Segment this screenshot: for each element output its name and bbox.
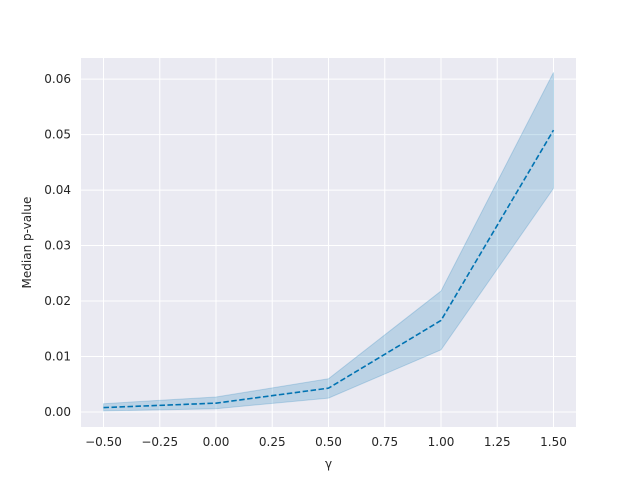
x-tick-label: 0.25 [259,435,286,449]
x-tick-labels: −0.50 −0.25 0.00 0.25 0.50 0.75 1.00 1.25 1.50 [85,435,567,449]
x-tick-label: 1.50 [540,435,567,449]
y-tick-labels: 0.00 0.01 0.02 0.03 0.04 0.05 0.06 [44,72,71,419]
x-tick-label: 0.50 [315,435,342,449]
confidence-band [103,72,554,412]
x-tick-label: 0.00 [203,435,230,449]
x-tick-label: 1.00 [428,435,455,449]
x-tick-label: 1.25 [484,435,511,449]
y-tick-label: 0.06 [44,72,71,86]
y-tick-label: 0.04 [44,183,71,197]
y-tick-label: 0.05 [44,128,71,142]
y-tick-label: 0.01 [44,350,71,364]
y-tick-label: 0.02 [44,294,71,308]
x-axis-title: γ [325,457,332,471]
y-axis-title: Median p-value [20,197,34,289]
x-tick-label: 0.75 [371,435,398,449]
y-tick-label: 0.00 [44,405,71,419]
x-gridlines [103,58,554,427]
y-gridlines [81,78,576,413]
x-tick-label: −0.25 [141,435,178,449]
y-tick-label: 0.03 [44,239,71,253]
median-line [103,129,555,409]
x-tick-label: −0.50 [85,435,122,449]
